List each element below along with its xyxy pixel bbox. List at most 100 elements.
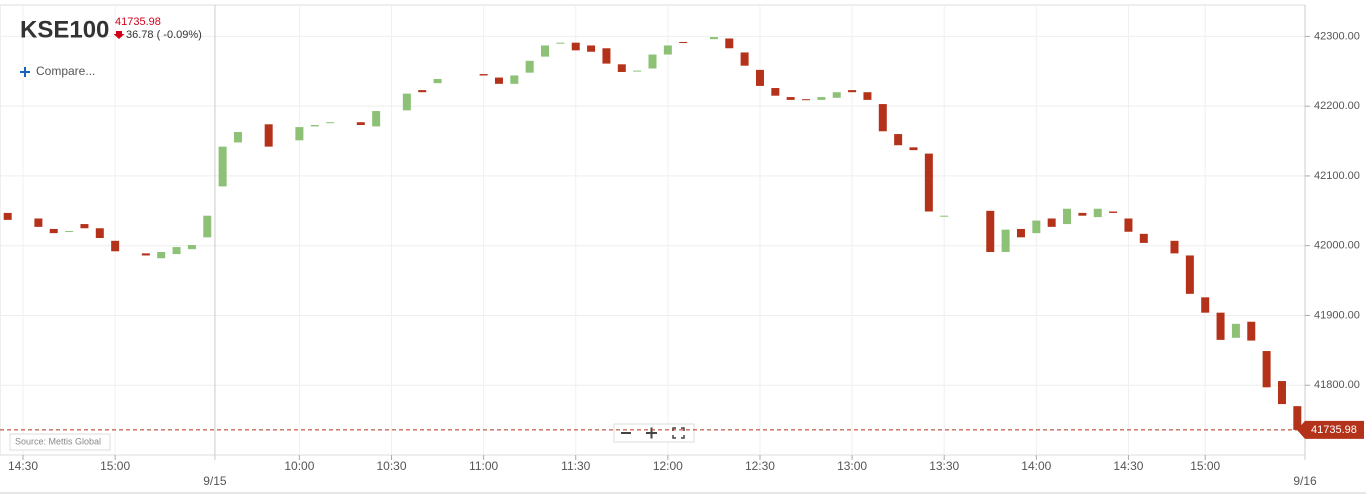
x-tick-label: 10:00 [284, 459, 314, 473]
x-tick-label: 13:30 [929, 459, 959, 473]
candle-body [725, 38, 734, 49]
candle-body [187, 245, 196, 250]
candle-body [1216, 312, 1225, 340]
symbol: KSE100 [20, 16, 109, 43]
change: 36.78 ( -0.09%) [126, 29, 202, 41]
candle-body [1093, 208, 1102, 218]
candle-body [1109, 211, 1118, 213]
x-tick-label: 13:00 [837, 459, 867, 473]
candle-body [111, 240, 120, 252]
down-arrow [113, 31, 125, 39]
candle-body [157, 251, 166, 259]
candle-body [648, 54, 657, 69]
y-tick-label: 42100.00 [1314, 170, 1360, 182]
candle-body [295, 127, 304, 141]
candle-body [1247, 321, 1256, 341]
candle-body [356, 122, 365, 125]
candle-body [233, 131, 242, 143]
candle-body [1124, 218, 1133, 232]
x-tick-label: 14:30 [8, 459, 38, 473]
candle-body [494, 77, 503, 84]
source-box [9, 433, 111, 451]
candle-body [1277, 381, 1286, 405]
candle-body [633, 70, 642, 72]
y-tick-label: 42000.00 [1314, 240, 1360, 252]
candle-body [848, 90, 857, 93]
candle-body [310, 125, 319, 127]
candle-body [172, 247, 181, 255]
candle-body [1201, 297, 1210, 313]
plot-area [0, 4, 1306, 456]
candle-body [372, 111, 381, 127]
candle-body [817, 97, 826, 100]
candle-body [587, 45, 596, 52]
y-tick-label: 41800.00 [1314, 379, 1360, 391]
x-tick-label: 11:30 [561, 459, 590, 473]
last-price: 41735.98 [115, 16, 161, 28]
candle-body [1139, 233, 1148, 243]
compare-icon[interactable] [20, 67, 30, 77]
x-tick-label: 14:00 [1021, 459, 1051, 473]
candle-body [65, 231, 74, 233]
x-tick-label: 11:00 [469, 459, 498, 473]
x-tick-label: 12:00 [653, 459, 683, 473]
candle-body [218, 146, 227, 187]
zoom-in[interactable] [646, 427, 657, 439]
candle-body [34, 218, 43, 227]
candle-body [49, 228, 58, 234]
zoom-controls [613, 423, 695, 443]
candle-body [1063, 208, 1072, 225]
candle-body [326, 122, 335, 124]
candle-body [1170, 240, 1179, 254]
candle-body [755, 69, 764, 86]
candle-body [541, 45, 550, 57]
candle-body [786, 97, 795, 100]
candle-body [924, 153, 933, 212]
candle-body [1262, 351, 1271, 388]
candle-body [264, 124, 273, 147]
candle-body [80, 224, 89, 229]
candle-body [510, 75, 519, 84]
candle-body [402, 93, 411, 111]
last-price-tag [1297, 420, 1364, 439]
candle-body [141, 253, 150, 256]
candle-body [663, 45, 672, 55]
candle-body [617, 64, 626, 72]
candle-body [525, 60, 534, 73]
candle-body [679, 41, 688, 43]
candle-body [479, 74, 488, 76]
candle-body [1001, 229, 1010, 252]
candle-body [1032, 220, 1041, 234]
candle-body [1078, 212, 1087, 216]
candle-body [1231, 323, 1240, 338]
candle-body [709, 37, 718, 40]
candle-body [740, 52, 749, 66]
y-tick-label: 41900.00 [1314, 309, 1360, 321]
candle-body [1016, 228, 1025, 238]
candle-body [986, 210, 995, 252]
y-tick-label: 42200.00 [1314, 100, 1360, 112]
x-tick-label: 12:30 [745, 459, 775, 473]
last-price-tag-label: 41735.98 [1311, 424, 1357, 436]
candle-body [1185, 255, 1194, 294]
candle-body [433, 78, 442, 84]
candle-body [203, 215, 212, 238]
x-tick-label: 10:30 [376, 459, 406, 473]
candle-body [1293, 406, 1302, 430]
candle-body [832, 92, 841, 98]
candle-body [95, 228, 104, 239]
candle-body [556, 42, 565, 44]
candle-body [418, 90, 427, 93]
x-tick-label: 15:00 [1190, 459, 1220, 473]
x-tick-label: 15:00 [100, 459, 130, 473]
candle-body [940, 215, 949, 217]
compare-button[interactable]: Compare... [36, 64, 95, 78]
candle-body [909, 147, 918, 151]
candle-body [771, 88, 780, 96]
fullscreen[interactable] [672, 427, 685, 439]
candle-body [878, 104, 887, 132]
date-label: 9/15 [203, 474, 227, 488]
candle-body [1047, 218, 1056, 227]
x-tick-label: 14:30 [1113, 459, 1143, 473]
